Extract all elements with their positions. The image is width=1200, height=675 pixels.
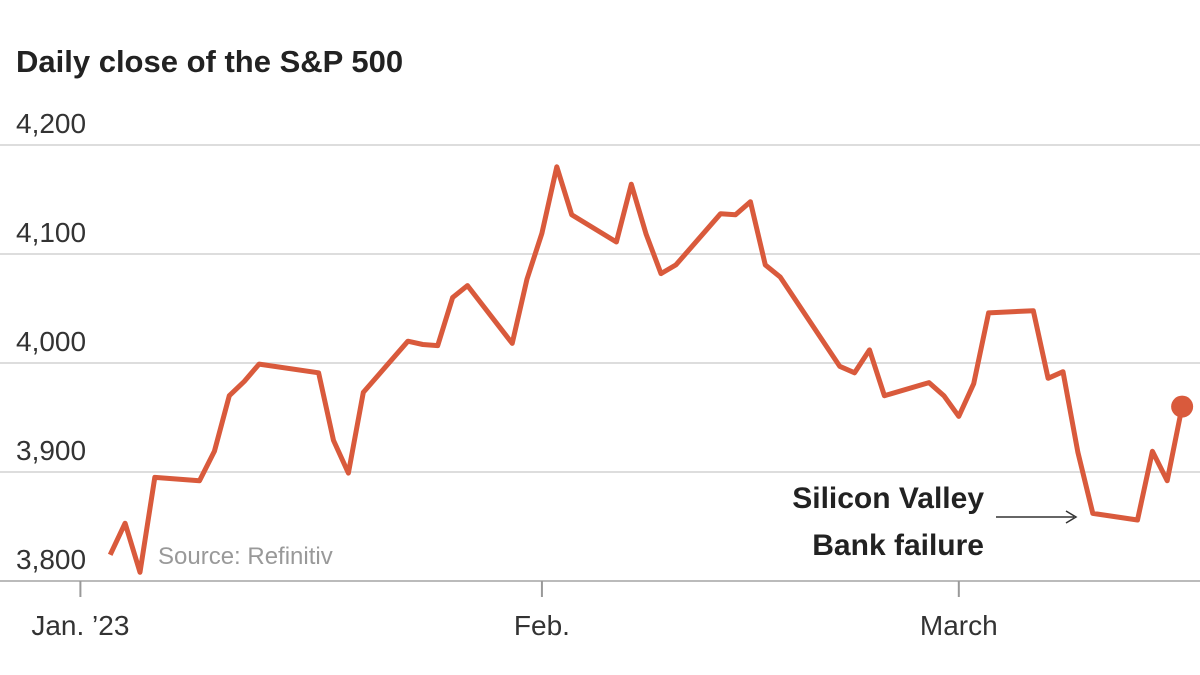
- annotation-arrowhead: [1065, 510, 1078, 524]
- y-tick-label: 3,800: [16, 544, 86, 575]
- chart-title: Daily close of the S&P 500: [16, 44, 403, 79]
- x-tick-label: March: [920, 610, 998, 641]
- line: [107, 164, 1185, 575]
- annotation: Bank failure: [812, 529, 984, 562]
- y-tick-label: 4,100: [16, 217, 86, 248]
- source-note: Source: Refinitiv: [158, 543, 333, 570]
- x-tick-label: Jan. ’23: [31, 610, 129, 641]
- end-point: [1171, 395, 1194, 418]
- y-tick-label: 4,200: [16, 108, 86, 139]
- y-tick-label: 4,000: [16, 326, 86, 357]
- annotation: Silicon Valley: [792, 482, 984, 515]
- y-tick-label: 3,900: [16, 435, 86, 466]
- x-tick-label: Feb.: [514, 610, 570, 641]
